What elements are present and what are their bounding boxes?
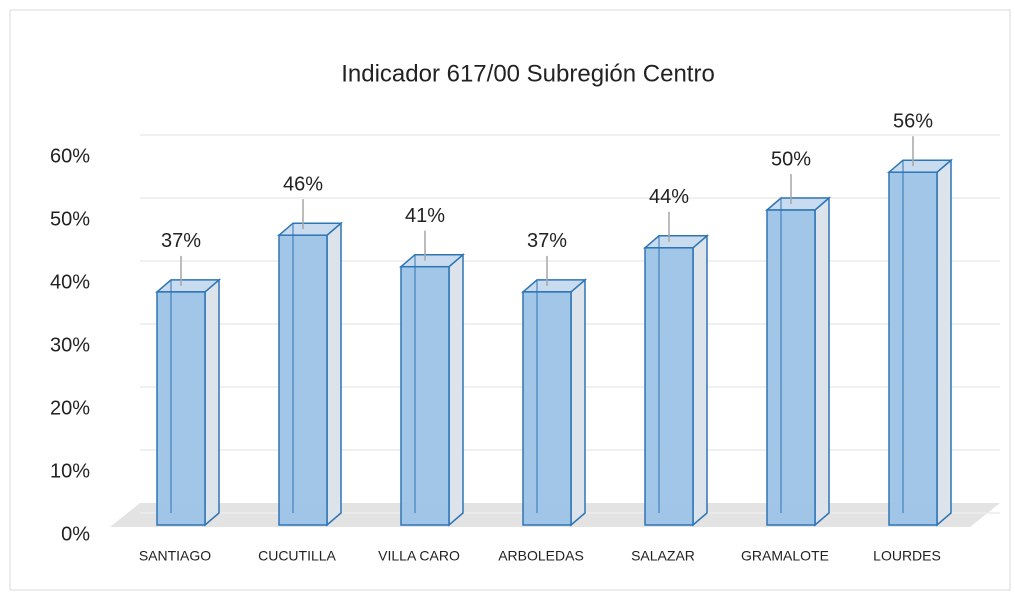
x-tick-label: ARBOLEDAS (498, 548, 584, 564)
data-label: 46% (283, 173, 323, 195)
bar-side (326, 221, 342, 527)
y-tick-label: 30% (50, 334, 90, 356)
bar-side (570, 278, 586, 527)
bar-side (204, 278, 220, 527)
y-tick-label: 20% (50, 397, 90, 419)
x-tick-label: CUCUTILLA (258, 548, 336, 564)
data-label: 56% (893, 110, 933, 132)
bar (156, 291, 206, 526)
bar (400, 265, 450, 526)
data-label: 37% (161, 230, 201, 252)
data-label: 37% (527, 230, 567, 252)
x-tick-label: SANTIAGO (139, 548, 211, 564)
x-tick-label: SALAZAR (631, 548, 695, 564)
y-tick-label: 60% (50, 145, 90, 167)
bar (888, 171, 938, 526)
y-tick-label: 10% (50, 460, 90, 482)
bar-side (814, 196, 830, 527)
bar (278, 234, 328, 526)
bar (644, 247, 694, 526)
bar (766, 209, 816, 526)
chart-title: Indicador 617/00 Subregión Centro (341, 60, 715, 87)
data-label: 50% (771, 148, 811, 170)
bar (522, 291, 572, 526)
y-tick-label: 40% (50, 271, 90, 293)
bar-side (936, 158, 952, 527)
bar-side (692, 234, 708, 527)
y-tick-label: 50% (50, 208, 90, 230)
x-tick-label: GRAMALOTE (741, 548, 829, 564)
data-label: 44% (649, 186, 689, 208)
data-label: 41% (405, 205, 445, 227)
x-tick-label: LOURDES (873, 548, 941, 564)
y-tick-label: 0% (61, 523, 90, 545)
x-tick-label: VILLA CARO (378, 548, 460, 564)
bar-side (448, 253, 464, 527)
